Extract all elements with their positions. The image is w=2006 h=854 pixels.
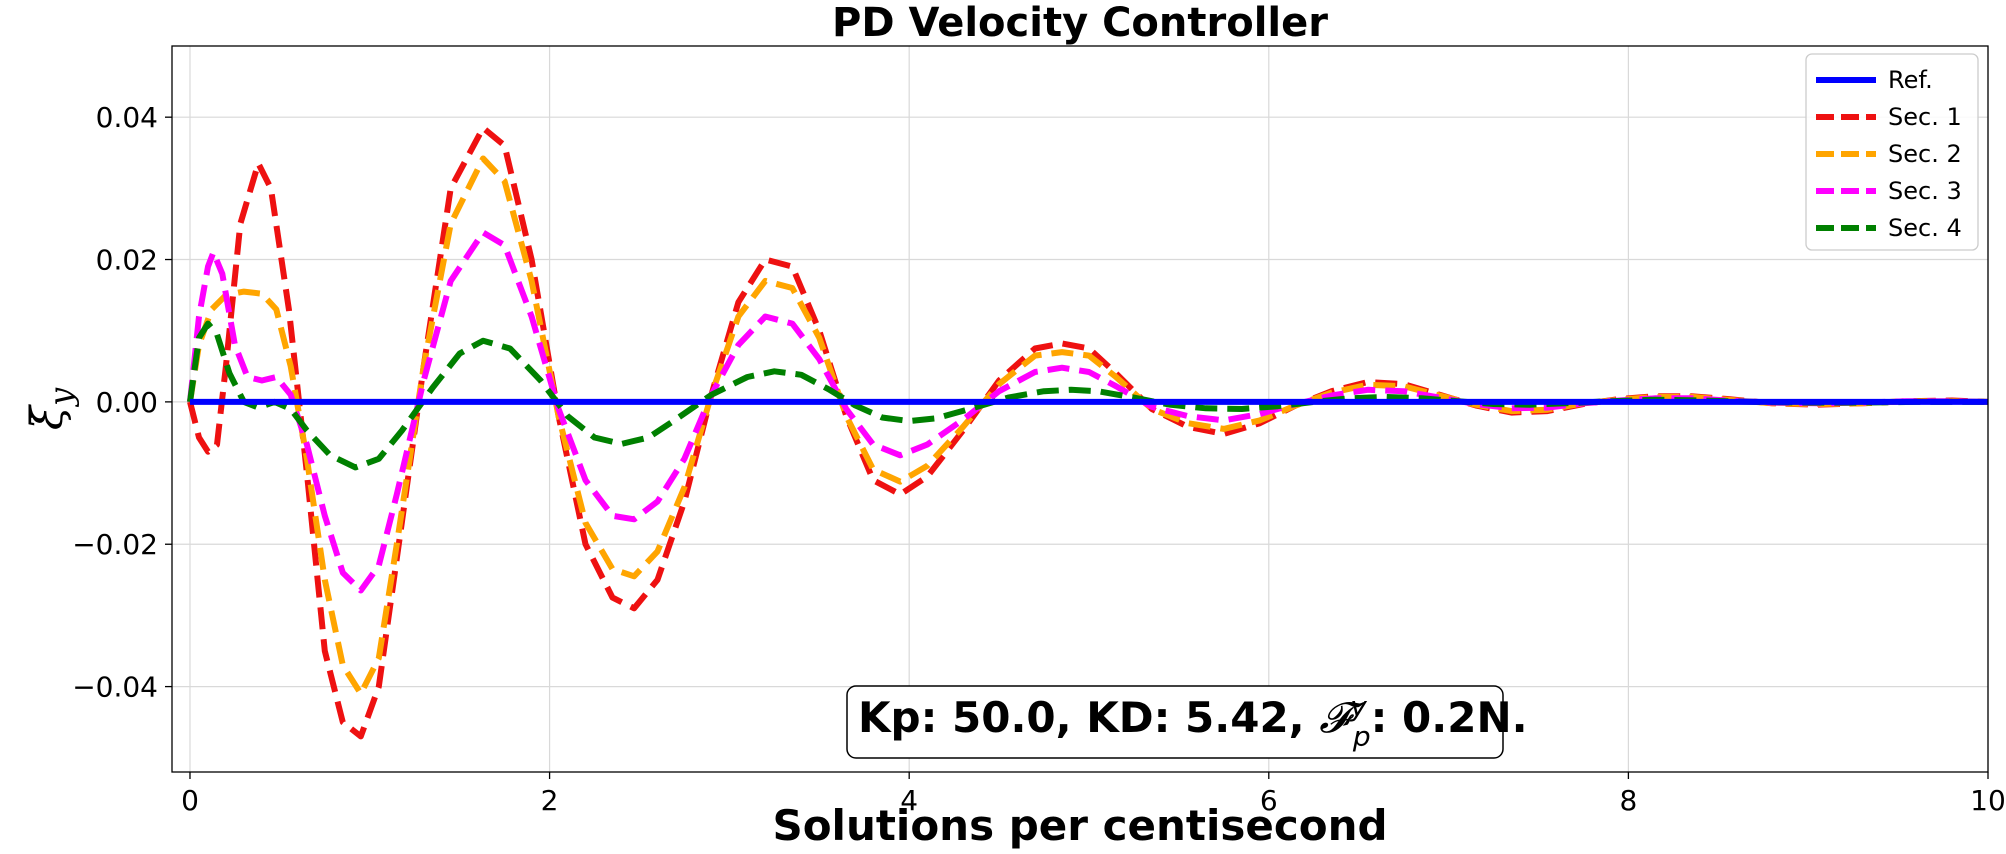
x-tick-label: 0 [181,784,199,817]
series-layer [187,124,1989,740]
plot-frame [171,45,1989,773]
legend: Ref. Sec. 1 Sec. 2 Sec. 3 Sec. 4 [1805,53,1979,251]
chart-title: PD Velocity Controller [832,0,1328,46]
x-tick-label: 8 [1619,784,1637,817]
y-tick-label: 0.04 [96,101,158,134]
svg-text:ξ̇y: ξ̇y [22,387,80,430]
legend-label-sec-1: Sec. 1 [1888,103,1962,131]
y-tick-label: 0.00 [96,386,158,419]
x-axis-label: Solutions per centisecond [772,801,1387,850]
x-tick-label: 10 [1970,784,2006,817]
annotation-superscript: y [1349,690,1367,723]
y-tick-label: −0.02 [72,528,158,561]
y-tick-label: −0.04 [72,671,158,704]
legend-label-ref: Ref. [1888,66,1933,94]
series-line-sec-4 [187,320,1988,471]
series-line-sec-2 [187,155,1989,697]
legend-box [1805,53,1979,251]
x-tick-label: 4 [900,784,918,817]
annotation-subscript: p [1352,720,1371,753]
y-axis-label-subscript: y [42,387,80,408]
y-axis-label-symbol: ξ̇ [22,403,73,430]
y-axis-label: ξ̇y [22,387,80,430]
x-tick-label: 2 [541,784,559,817]
annotation-box [846,685,1504,759]
annotation-prefix: Kp: 50.0, KD: 5.42, [858,693,1319,742]
legend-label-sec-3: Sec. 3 [1888,177,1962,205]
x-tick-label: 6 [1260,784,1278,817]
annotation-suffix: : 0.2N. [1371,693,1528,742]
legend-label-sec-4: Sec. 4 [1888,214,1962,242]
axis-ticks: 0 2 4 6 8 10 −0.04 −0.02 0.00 0.02 0.04 [72,101,2006,817]
annotation-text: Kp: 50.0, KD: 5.42, 𝓕y p: 0.2N. [858,690,1528,753]
y-tick-label: 0.02 [96,244,158,277]
parameter-annotation: Kp: 50.0, KD: 5.42, 𝓕y p: 0.2N. [846,685,1528,759]
legend-label-sec-2: Sec. 2 [1888,140,1962,168]
